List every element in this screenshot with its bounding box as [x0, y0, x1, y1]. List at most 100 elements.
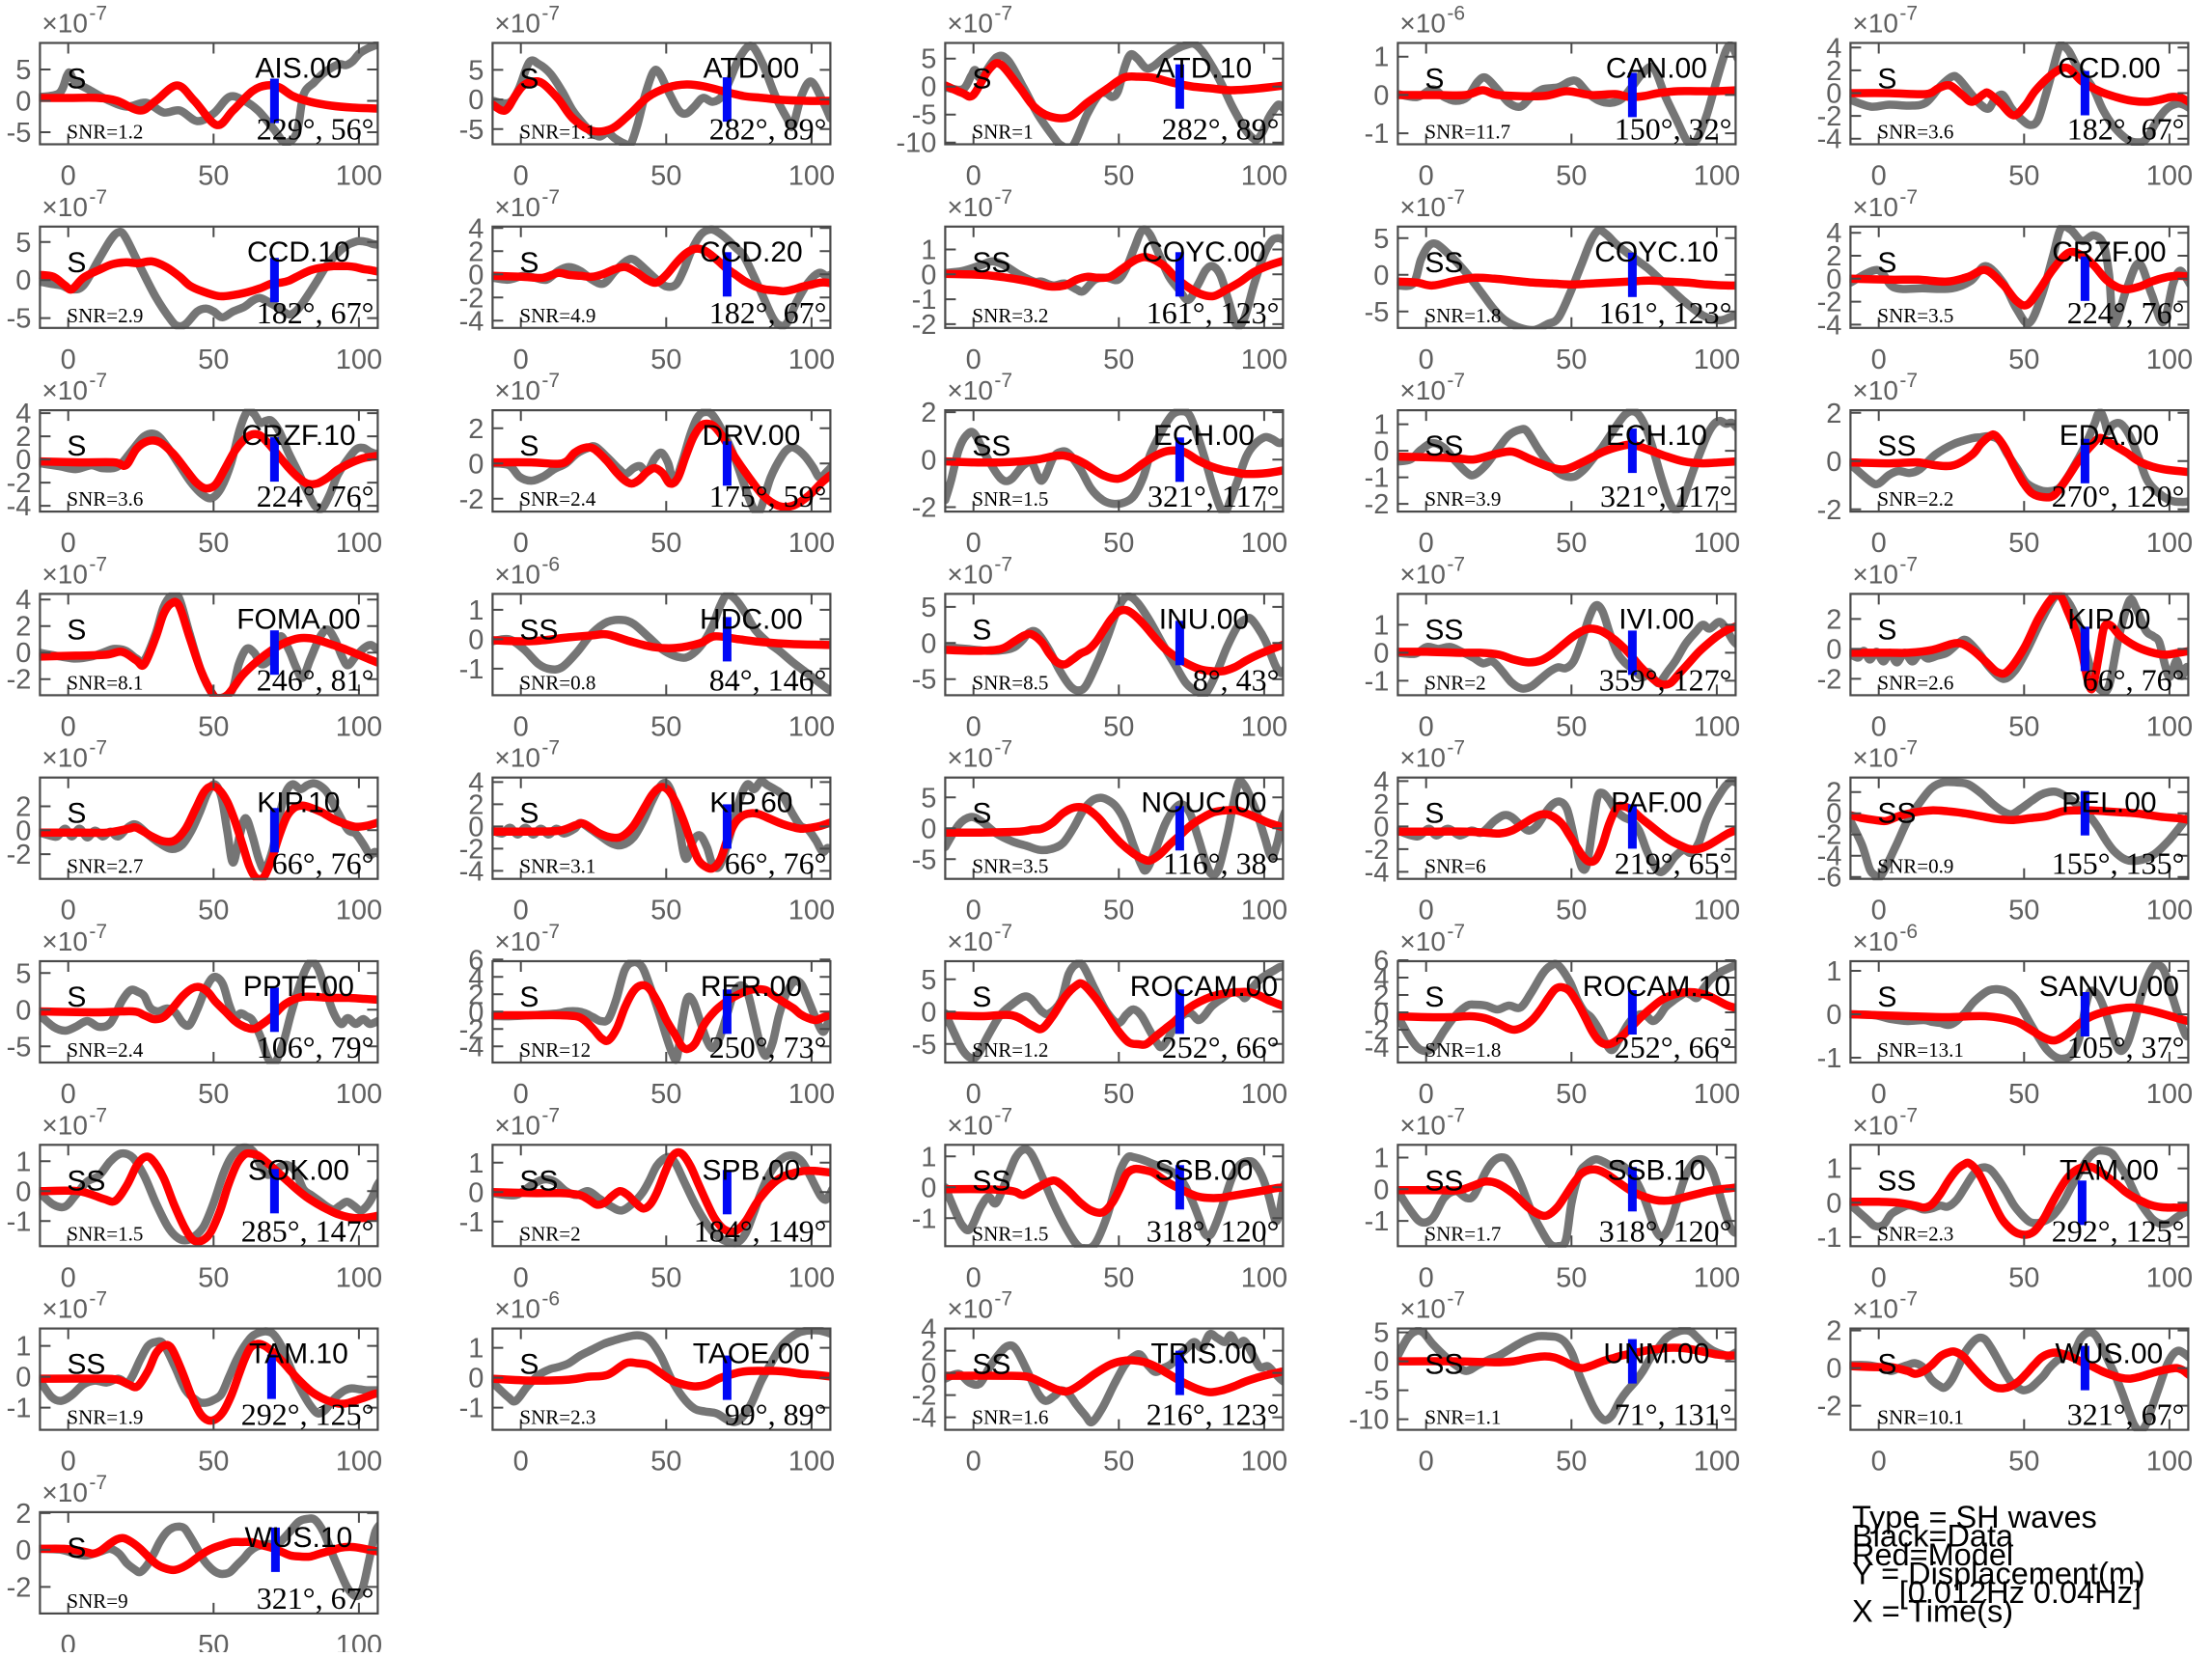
svg-text:-2: -2 [7, 665, 32, 696]
svg-text:2: 2 [1373, 789, 1389, 820]
svg-text:66°, 76°: 66°, 76° [272, 846, 374, 881]
svg-text:×10: ×10 [947, 743, 993, 773]
svg-text:0: 0 [61, 1079, 76, 1110]
svg-text:S: S [1877, 64, 1896, 96]
svg-text:0: 0 [921, 1173, 936, 1203]
svg-text:×10: ×10 [1852, 9, 1898, 39]
svg-text:EDA.00: EDA.00 [2060, 420, 2159, 452]
svg-text:50: 50 [650, 528, 681, 559]
svg-text:2: 2 [15, 792, 31, 823]
svg-text:0: 0 [966, 528, 982, 559]
svg-text:×10: ×10 [1399, 375, 1446, 405]
svg-text:100: 100 [2146, 1262, 2193, 1293]
svg-text:0: 0 [921, 997, 936, 1028]
svg-text:0: 0 [513, 896, 529, 926]
svg-text:-7: -7 [1899, 737, 1918, 759]
svg-text:-5: -5 [7, 304, 32, 335]
svg-text:100: 100 [1241, 1079, 1287, 1110]
svg-text:0: 0 [1419, 896, 1434, 926]
svg-text:2: 2 [1826, 778, 1841, 809]
svg-text:2: 2 [15, 612, 31, 643]
svg-text:0: 0 [61, 345, 76, 375]
svg-text:S: S [1877, 1349, 1896, 1381]
svg-text:NOUC.00: NOUC.00 [1141, 787, 1266, 819]
svg-text:-2: -2 [7, 1572, 32, 1603]
svg-text:224°, 76°: 224°, 76° [2067, 295, 2185, 330]
svg-text:SNR=2.6: SNR=2.6 [1877, 671, 1953, 694]
svg-text:-7: -7 [541, 921, 560, 943]
svg-text:SNR=1.7: SNR=1.7 [1424, 1222, 1501, 1245]
svg-text:270°, 120°: 270°, 120° [2052, 479, 2185, 513]
svg-text:×10: ×10 [41, 1477, 88, 1507]
svg-text:ATD.00: ATD.00 [704, 53, 799, 85]
svg-text:SNR=13.1: SNR=13.1 [1877, 1038, 1963, 1062]
svg-text:0: 0 [1419, 1079, 1434, 1110]
svg-text:-7: -7 [994, 3, 1012, 25]
svg-text:-4: -4 [1817, 124, 1842, 155]
svg-text:1: 1 [468, 595, 484, 626]
svg-text:321°, 117°: 321°, 117° [1147, 479, 1279, 513]
svg-text:8°, 43°: 8°, 43° [1193, 662, 1280, 697]
svg-text:-7: -7 [994, 1104, 1012, 1126]
svg-text:S: S [972, 614, 991, 646]
svg-text:0: 0 [468, 85, 484, 116]
svg-text:×10: ×10 [947, 1294, 993, 1324]
svg-text:2: 2 [1826, 399, 1841, 429]
svg-text:4: 4 [15, 399, 31, 429]
svg-text:UNM.00: UNM.00 [1603, 1339, 1709, 1370]
svg-text:-4: -4 [1365, 857, 1390, 888]
svg-text:-5: -5 [459, 115, 484, 146]
svg-text:100: 100 [788, 528, 835, 559]
svg-text:SS: SS [67, 1349, 105, 1381]
svg-text:2: 2 [921, 398, 936, 428]
svg-text:RER.00: RER.00 [701, 971, 802, 1003]
svg-text:×10: ×10 [494, 192, 540, 222]
svg-text:SS: SS [972, 1349, 1010, 1381]
svg-text:50: 50 [1103, 1447, 1134, 1477]
svg-text:-2: -2 [1365, 489, 1390, 520]
svg-text:-4: -4 [459, 1032, 484, 1063]
svg-text:-7: -7 [89, 3, 107, 25]
svg-text:CCD.10: CCD.10 [247, 236, 350, 268]
svg-text:WUS.00: WUS.00 [2056, 1339, 2164, 1370]
svg-text:0: 0 [61, 1630, 76, 1652]
svg-text:100: 100 [788, 1447, 835, 1477]
svg-text:84°, 146°: 84°, 146° [709, 662, 827, 697]
svg-text:S: S [67, 247, 86, 279]
svg-text:×10: ×10 [41, 743, 88, 773]
svg-text:50: 50 [198, 161, 229, 192]
svg-text:Type = SH waves: Type = SH waves [1852, 1500, 2097, 1534]
svg-text:SNR=2: SNR=2 [1424, 671, 1485, 694]
svg-text:-5: -5 [7, 1032, 32, 1063]
svg-text:0: 0 [61, 711, 76, 742]
svg-text:50: 50 [2008, 711, 2039, 742]
svg-text:SNR=2.2: SNR=2.2 [1877, 487, 1953, 511]
svg-text:0: 0 [513, 161, 529, 192]
svg-text:-4: -4 [912, 1403, 937, 1434]
svg-text:50: 50 [1103, 161, 1134, 192]
svg-text:×10: ×10 [1399, 559, 1446, 589]
svg-text:SNR=11.7: SNR=11.7 [1424, 121, 1510, 144]
svg-text:-4: -4 [7, 491, 32, 522]
svg-text:-2: -2 [1817, 664, 1842, 695]
svg-text:0: 0 [468, 260, 484, 290]
svg-text:0: 0 [1419, 161, 1434, 192]
svg-text:CCD.00: CCD.00 [2058, 53, 2161, 85]
svg-text:50: 50 [2008, 896, 2039, 926]
svg-text:-5: -5 [912, 665, 937, 696]
svg-text:50: 50 [198, 528, 229, 559]
svg-text:100: 100 [2146, 1079, 2193, 1110]
svg-text:100: 100 [788, 711, 835, 742]
svg-text:66°, 76°: 66°, 76° [725, 846, 827, 881]
svg-text:×10: ×10 [494, 1294, 540, 1324]
svg-text:SNR=3.5: SNR=3.5 [972, 855, 1048, 878]
svg-text:SNR=2.7: SNR=2.7 [67, 855, 143, 878]
svg-text:100: 100 [336, 711, 382, 742]
svg-text:SNR=2.9: SNR=2.9 [67, 304, 143, 327]
svg-text:0: 0 [1871, 711, 1887, 742]
svg-text:-7: -7 [994, 186, 1012, 208]
svg-text:×10: ×10 [1399, 926, 1446, 956]
svg-text:-6: -6 [1899, 921, 1918, 943]
svg-text:-1: -1 [912, 1203, 937, 1234]
svg-text:0: 0 [966, 345, 982, 375]
